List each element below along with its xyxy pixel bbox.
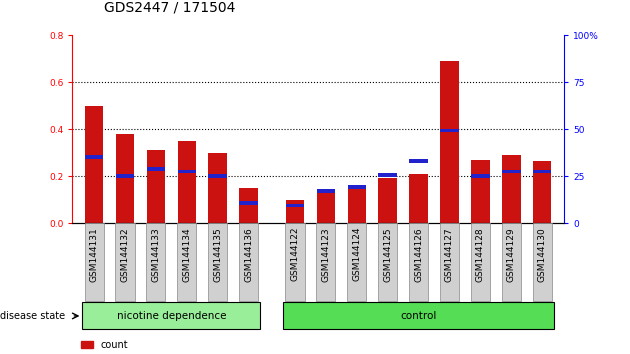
Bar [208, 223, 227, 301]
Bar [115, 223, 135, 301]
Text: GSM144133: GSM144133 [151, 227, 161, 282]
Bar [239, 188, 258, 223]
Bar [410, 174, 428, 223]
Bar [83, 302, 260, 330]
Bar [378, 223, 398, 301]
Bar [285, 223, 304, 301]
Bar [317, 189, 335, 193]
Bar [440, 223, 459, 301]
Bar [532, 223, 552, 301]
Bar [285, 200, 304, 223]
Text: GSM144125: GSM144125 [383, 227, 392, 281]
Text: GSM144124: GSM144124 [352, 227, 361, 281]
Bar [146, 223, 166, 301]
Bar [379, 173, 397, 177]
Bar [85, 155, 103, 159]
Bar [116, 134, 134, 223]
Bar [316, 223, 335, 301]
Bar [533, 170, 551, 173]
Bar [348, 185, 366, 189]
Bar [209, 174, 227, 178]
Bar [178, 141, 196, 223]
Bar [471, 160, 490, 223]
Text: GSM144131: GSM144131 [89, 227, 98, 282]
Bar [379, 178, 397, 223]
Bar [501, 223, 521, 301]
Bar [317, 193, 335, 223]
Text: disease state: disease state [0, 311, 65, 321]
Text: GSM144135: GSM144135 [213, 227, 222, 282]
Bar [348, 188, 366, 223]
Text: control: control [401, 311, 437, 321]
Bar [502, 170, 520, 173]
Bar [284, 302, 554, 330]
Text: GSM144136: GSM144136 [244, 227, 253, 282]
Bar [116, 174, 134, 178]
Bar [85, 106, 103, 223]
Bar [209, 153, 227, 223]
Bar [440, 129, 459, 132]
Bar [239, 201, 258, 205]
Bar [347, 223, 367, 301]
Text: GSM144128: GSM144128 [476, 227, 485, 281]
Bar [177, 223, 197, 301]
Legend: count, percentile rank within the sample: count, percentile rank within the sample [77, 336, 270, 354]
Bar [239, 223, 258, 301]
Bar [147, 167, 165, 171]
Text: GSM144122: GSM144122 [290, 227, 299, 281]
Bar [502, 155, 520, 223]
Bar [471, 223, 490, 301]
Text: GSM144127: GSM144127 [445, 227, 454, 281]
Bar [440, 61, 459, 223]
Text: GSM144126: GSM144126 [414, 227, 423, 281]
Bar [409, 223, 428, 301]
Bar [533, 161, 551, 223]
Bar [410, 159, 428, 163]
Text: nicotine dependence: nicotine dependence [117, 311, 226, 321]
Text: GSM144130: GSM144130 [538, 227, 547, 282]
Bar [147, 150, 165, 223]
Text: GSM144132: GSM144132 [120, 227, 130, 281]
Text: GDS2447 / 171504: GDS2447 / 171504 [104, 0, 236, 14]
Bar [285, 204, 304, 207]
Bar [178, 170, 196, 173]
Bar [471, 174, 490, 178]
Bar [84, 223, 104, 301]
Text: GSM144129: GSM144129 [507, 227, 516, 281]
Text: GSM144123: GSM144123 [321, 227, 330, 281]
Text: GSM144134: GSM144134 [182, 227, 192, 281]
